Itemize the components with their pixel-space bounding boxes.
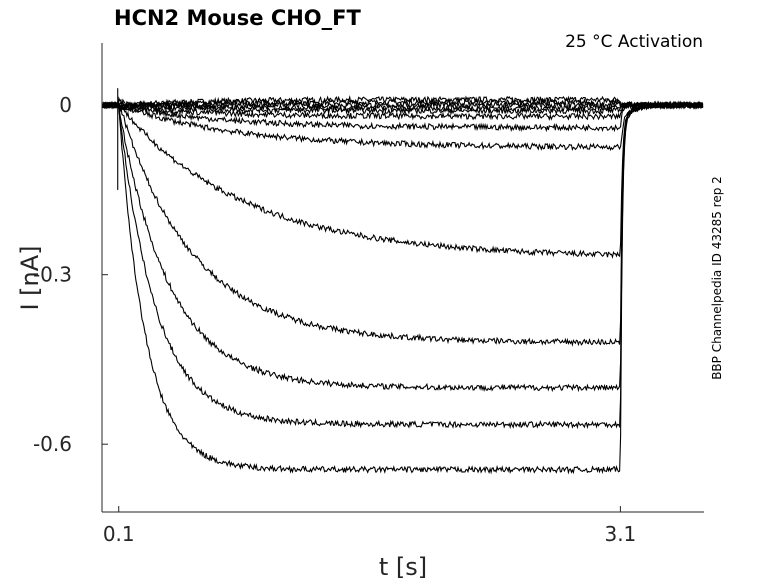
current-trace — [102, 100, 703, 259]
current-trace — [102, 100, 703, 113]
current-trace — [102, 100, 704, 475]
temperature-annotation: 25 °C Activation — [565, 32, 703, 52]
y-tick-label: -0.6 — [33, 432, 72, 456]
axes — [101, 43, 704, 513]
traces — [102, 88, 704, 475]
current-trace — [102, 100, 703, 393]
x-axis-label: t [s] — [379, 553, 427, 581]
current-trace — [102, 100, 703, 133]
current-trace — [102, 100, 704, 347]
y-axis-label: I [nA] — [16, 245, 44, 310]
y-tick-label: -0.3 — [33, 263, 72, 287]
current-trace — [102, 100, 704, 121]
y-tick-label: 0 — [59, 93, 72, 117]
current-trace — [102, 101, 704, 152]
x-tick-label: 0.1 — [103, 522, 135, 546]
ticks: 0.1 3.1 0 -0.3 -0.6 — [33, 93, 636, 546]
current-trace — [102, 94, 704, 114]
channelpedia-id-label: BBP Channelpedia ID 43285 rep 2 — [710, 176, 724, 380]
current-trace — [102, 97, 703, 111]
chart-title: HCN2 Mouse CHO_FT — [114, 6, 361, 30]
current-trace — [102, 100, 704, 430]
x-tick-label: 3.1 — [604, 522, 636, 546]
current-trace — [102, 96, 704, 116]
